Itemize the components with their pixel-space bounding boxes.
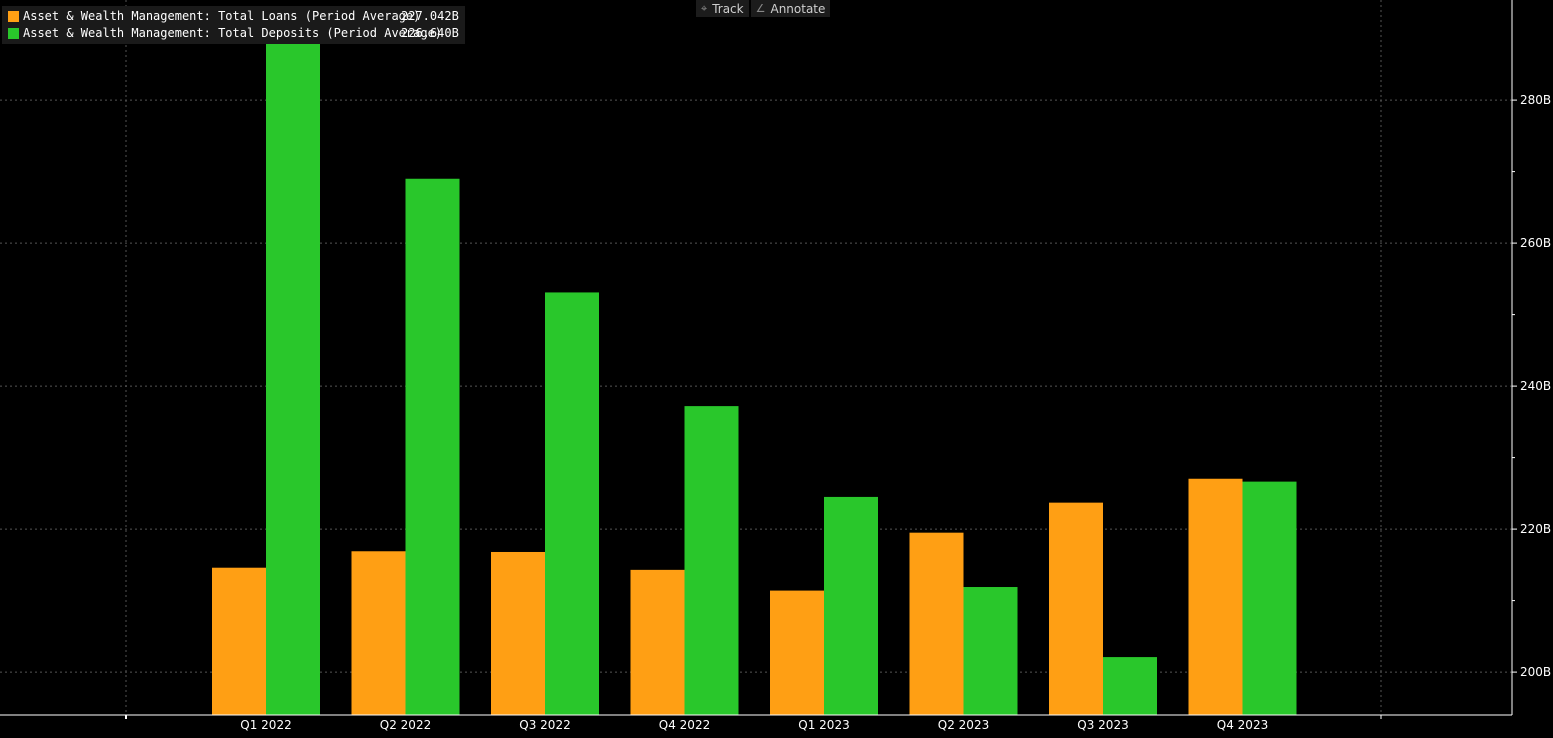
x-tick-label: Q1 2022	[240, 718, 291, 732]
legend-entry-deposits: Asset & Wealth Management: Total Deposit…	[8, 25, 459, 42]
bar-deposits	[1242, 481, 1297, 715]
x-tick-label: Q1 2023	[798, 718, 849, 732]
legend-entry-loans: Asset & Wealth Management: Total Loans (…	[8, 8, 459, 25]
annotate-button[interactable]: ∠ Annotate	[750, 0, 831, 17]
legend-label-loans: Asset & Wealth Management: Total Loans (…	[23, 9, 421, 23]
bar-loans	[1049, 502, 1103, 715]
y-tick-label: 280B	[1520, 93, 1551, 107]
bar-loans	[212, 567, 266, 715]
x-tick-label: Q2 2023	[938, 718, 989, 732]
bar-loans	[1188, 478, 1243, 715]
y-tick-label: 220B	[1520, 522, 1551, 536]
bar-deposits	[545, 292, 599, 715]
legend-swatch-deposits	[8, 28, 19, 39]
bar-deposits	[1103, 657, 1157, 715]
bar-loans	[630, 569, 685, 715]
bar-deposits	[963, 587, 1018, 715]
x-tick-label: Q4 2023	[1217, 718, 1268, 732]
pencil-icon: ∠	[755, 2, 766, 15]
x-tick-label: Q4 2022	[659, 718, 710, 732]
bar-loans	[351, 551, 406, 715]
legend: Asset & Wealth Management: Total Loans (…	[2, 6, 465, 44]
x-tick-label: Q2 2022	[380, 718, 431, 732]
bar-deposits	[266, 43, 320, 716]
bar-loans	[491, 551, 545, 715]
bar-deposits	[405, 178, 460, 715]
bar-loans	[770, 590, 824, 715]
annotate-label: Annotate	[770, 1, 826, 16]
track-label: Track	[712, 1, 744, 16]
legend-value-deposits: 226.640B	[401, 26, 459, 40]
x-tick-label: Q3 2023	[1077, 718, 1128, 732]
bar-deposits	[684, 406, 739, 715]
x-tick-label: Q3 2022	[519, 718, 570, 732]
bar-loans	[909, 532, 964, 715]
y-tick-label: 260B	[1520, 236, 1551, 250]
legend-swatch-loans	[8, 11, 19, 22]
crosshair-icon: ⌖	[701, 1, 708, 15]
y-tick-label: 240B	[1520, 379, 1551, 393]
bar-deposits	[824, 496, 878, 715]
y-tick-label: 200B	[1520, 665, 1551, 679]
legend-label-deposits: Asset & Wealth Management: Total Deposit…	[23, 26, 443, 40]
legend-value-loans: 227.042B	[401, 9, 459, 23]
chart-toolbar: ⌖ Track ∠ Annotate	[696, 0, 832, 17]
track-button[interactable]: ⌖ Track	[696, 0, 749, 17]
